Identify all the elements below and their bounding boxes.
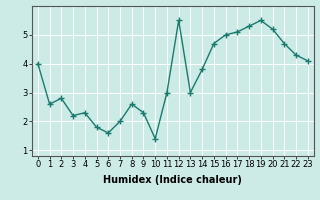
X-axis label: Humidex (Indice chaleur): Humidex (Indice chaleur)	[103, 175, 242, 185]
